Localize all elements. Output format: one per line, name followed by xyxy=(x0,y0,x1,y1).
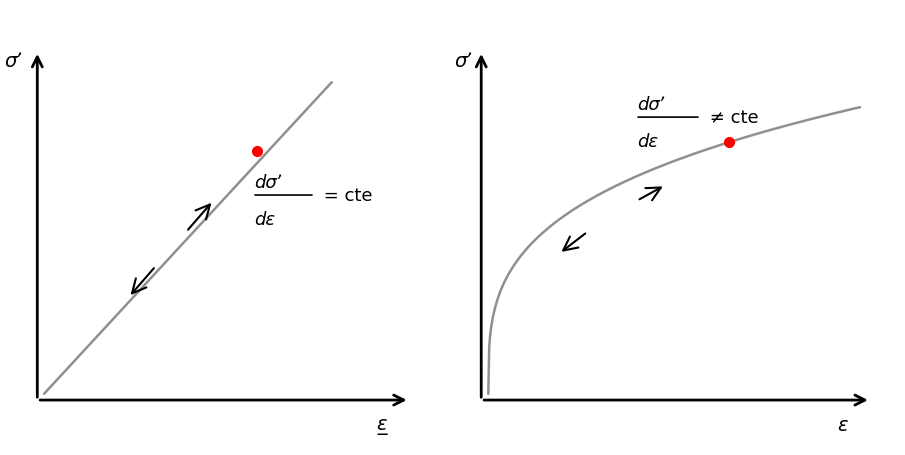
Text: dσʼ: dσʼ xyxy=(254,174,282,192)
Text: ≠ cte: ≠ cte xyxy=(704,109,759,127)
Text: dσʼ: dσʼ xyxy=(637,96,665,114)
Text: dε: dε xyxy=(637,133,658,151)
Text: dε: dε xyxy=(254,211,275,228)
Text: = cte: = cte xyxy=(319,187,373,205)
Text: ε̲: ε̲ xyxy=(377,415,387,435)
Text: σʼ: σʼ xyxy=(5,52,23,71)
Text: σʼ: σʼ xyxy=(454,52,472,71)
Text: ε: ε xyxy=(837,415,848,435)
